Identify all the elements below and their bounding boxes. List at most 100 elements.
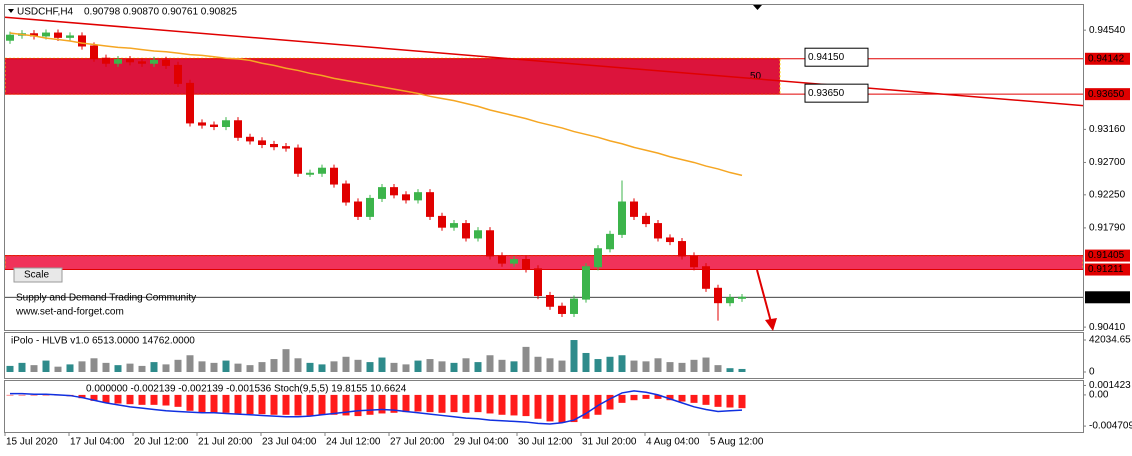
histogram-bar — [378, 394, 386, 414]
x-tick-label: 17 Jul 04:00 — [70, 437, 125, 448]
candle-body — [126, 59, 134, 63]
histogram-bar — [138, 365, 146, 373]
front-layer: 0.94142 0.93650 0.91405 0.91211 0.90825 0.941… — [4, 25, 1132, 448]
candle-body — [174, 64, 182, 84]
histogram-bar — [390, 394, 398, 413]
candle-body — [366, 197, 374, 217]
histogram-bar — [606, 394, 614, 410]
candle-body — [54, 32, 62, 38]
candle-body — [186, 82, 194, 124]
histogram-bar — [522, 394, 530, 417]
price-label: 0.91405 — [1088, 250, 1125, 261]
price-box — [804, 47, 869, 67]
candle-body — [714, 287, 722, 304]
histogram-bar — [330, 394, 338, 415]
histogram-bar — [690, 394, 698, 403]
histogram-bar — [66, 364, 74, 373]
histogram-bar — [678, 394, 686, 402]
menu-triangle[interactable] — [8, 9, 14, 13]
histogram-bar — [738, 368, 746, 373]
histogram-bar — [270, 359, 278, 373]
histogram-bar — [678, 362, 686, 373]
histogram-bar — [390, 362, 398, 373]
histogram-bar — [234, 394, 242, 414]
candle-body — [354, 201, 362, 217]
candle-body — [642, 215, 650, 225]
candle-body — [114, 59, 122, 64]
histogram-bar — [42, 360, 50, 373]
candle-body — [522, 259, 530, 270]
candle-body — [222, 120, 230, 128]
candle-body — [342, 183, 350, 203]
histogram-bar — [726, 368, 734, 373]
watermark-text: Supply and Demand Trading Community — [16, 293, 196, 304]
histogram-bar — [474, 394, 482, 413]
candle-body — [258, 140, 266, 145]
histogram-bar — [630, 360, 638, 373]
histogram-bar — [90, 358, 98, 373]
candle-body — [270, 143, 278, 148]
candle-body — [318, 167, 326, 174]
candle-body — [198, 122, 206, 126]
candle-body — [726, 297, 734, 304]
histogram-bar — [486, 355, 494, 373]
indicator-line — [10, 390, 743, 425]
candle-body — [246, 136, 254, 142]
candle-body — [546, 294, 554, 307]
ohlc-header: 0.90798 0.90870 0.90761 0.90825 — [84, 7, 237, 18]
histogram-bar — [378, 357, 386, 373]
histogram-bar — [126, 363, 134, 373]
x-tick-label: 23 Jul 04:00 — [262, 437, 317, 448]
price-label: 0.90825 — [1088, 292, 1125, 303]
histogram-bar — [210, 362, 218, 373]
histogram-bar — [198, 361, 206, 373]
shift-marker — [753, 5, 762, 10]
histogram-bar — [522, 346, 530, 373]
y-tick-label: 0.92700 — [1089, 157, 1126, 168]
price-label: 0.91211 — [1088, 264, 1124, 275]
histogram-bar — [438, 361, 446, 373]
histogram-bar — [186, 355, 194, 373]
histogram-bar — [654, 358, 662, 373]
x-tick-label: 24 Jul 12:00 — [326, 437, 381, 448]
histogram-bar — [318, 394, 326, 415]
histogram-bar — [462, 394, 470, 413]
price-label-box — [1085, 249, 1130, 262]
histogram-bar — [294, 358, 302, 373]
price-box-label: 0.94150 — [808, 52, 845, 63]
demand-supply-zone — [4, 255, 1084, 271]
histogram-bar — [174, 359, 182, 373]
histogram-bar — [294, 394, 302, 416]
histogram-bar — [162, 394, 170, 406]
histogram-bar — [654, 394, 662, 399]
symbol-title: USDCHF,H4 — [17, 7, 74, 18]
histogram-bar — [558, 394, 566, 423]
histogram-bar — [354, 394, 362, 417]
x-tick-label: 20 Jul 12:00 — [134, 437, 189, 448]
x-tick-label: 27 Jul 20:00 — [390, 437, 445, 448]
y-tick-label: 0.91790 — [1089, 223, 1126, 234]
candle-body — [66, 35, 74, 38]
back-layer: 50 — [4, 16, 1084, 425]
histogram-bar — [210, 394, 218, 413]
x-tick-label: 29 Jul 04:00 — [454, 437, 509, 448]
y-tick-label: 0.001423 — [1089, 380, 1131, 391]
macd-indicator-title: 0.000000 -0.002139 -0.002139 -0.001536 S… — [86, 384, 407, 395]
histogram-bar — [162, 364, 170, 373]
candle-body — [90, 45, 98, 59]
histogram-bar — [666, 394, 674, 401]
candle-body — [738, 296, 746, 299]
histogram-bar — [534, 356, 542, 373]
histogram-bar — [426, 359, 434, 373]
histogram-bar — [18, 394, 26, 396]
histogram-bar — [78, 394, 86, 399]
histogram-bar — [186, 394, 194, 411]
histogram-bar — [570, 340, 578, 373]
histogram-bar — [258, 362, 266, 373]
histogram-bar — [498, 359, 506, 373]
histogram-bar — [618, 355, 626, 373]
scale-button-label[interactable]: Scale — [24, 270, 49, 281]
histogram-bar — [414, 360, 422, 373]
candle-body — [486, 230, 494, 257]
histogram-bar — [306, 362, 314, 373]
